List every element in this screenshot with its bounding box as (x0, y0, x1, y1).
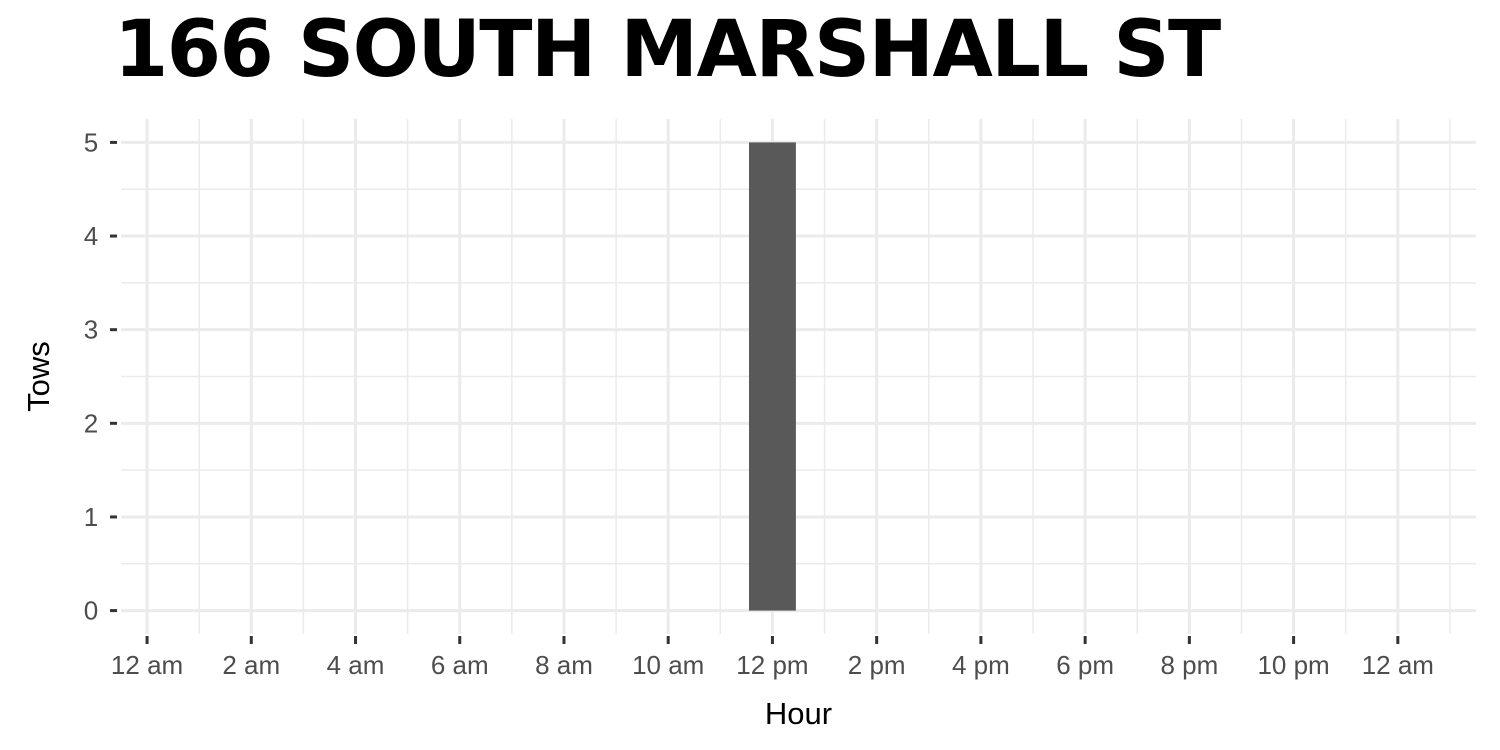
x-tick-label: 12 am (1362, 650, 1434, 680)
grid-lines (121, 119, 1476, 634)
y-tick-label: 0 (84, 596, 98, 626)
x-tick-label: 2 am (222, 650, 280, 680)
y-tick-label: 4 (84, 221, 98, 251)
x-tick-label: 6 pm (1056, 650, 1114, 680)
chart-title: 166 SOUTH MARSHALL ST (114, 5, 1221, 95)
x-tick-label: 8 pm (1160, 650, 1218, 680)
y-axis-title: Tows (21, 341, 56, 412)
y-tick-label: 2 (84, 408, 98, 438)
x-tick-label: 4 pm (952, 650, 1010, 680)
x-tick-label: 10 pm (1257, 650, 1329, 680)
x-tick-label: 4 am (327, 650, 385, 680)
x-tick-label: 10 am (632, 650, 704, 680)
y-tick-label: 1 (84, 502, 98, 532)
x-tick-label: 8 am (535, 650, 593, 680)
x-tick-label: 12 pm (736, 650, 808, 680)
bars (748, 142, 796, 611)
x-tick-label: 2 pm (848, 650, 906, 680)
axes: 0 1 2 3 4 5 12 am 2 am 4 am 6 am 8 am 10 am 12 pm 2 p… (84, 127, 1434, 680)
y-tick-label: 5 (84, 127, 98, 157)
y-tick-label: 3 (84, 315, 98, 345)
x-tick-label: 12 am (111, 650, 183, 680)
bar-hour-12 (748, 142, 796, 611)
x-tick-label: 6 am (431, 650, 489, 680)
x-axis-title: Hour (765, 696, 832, 731)
